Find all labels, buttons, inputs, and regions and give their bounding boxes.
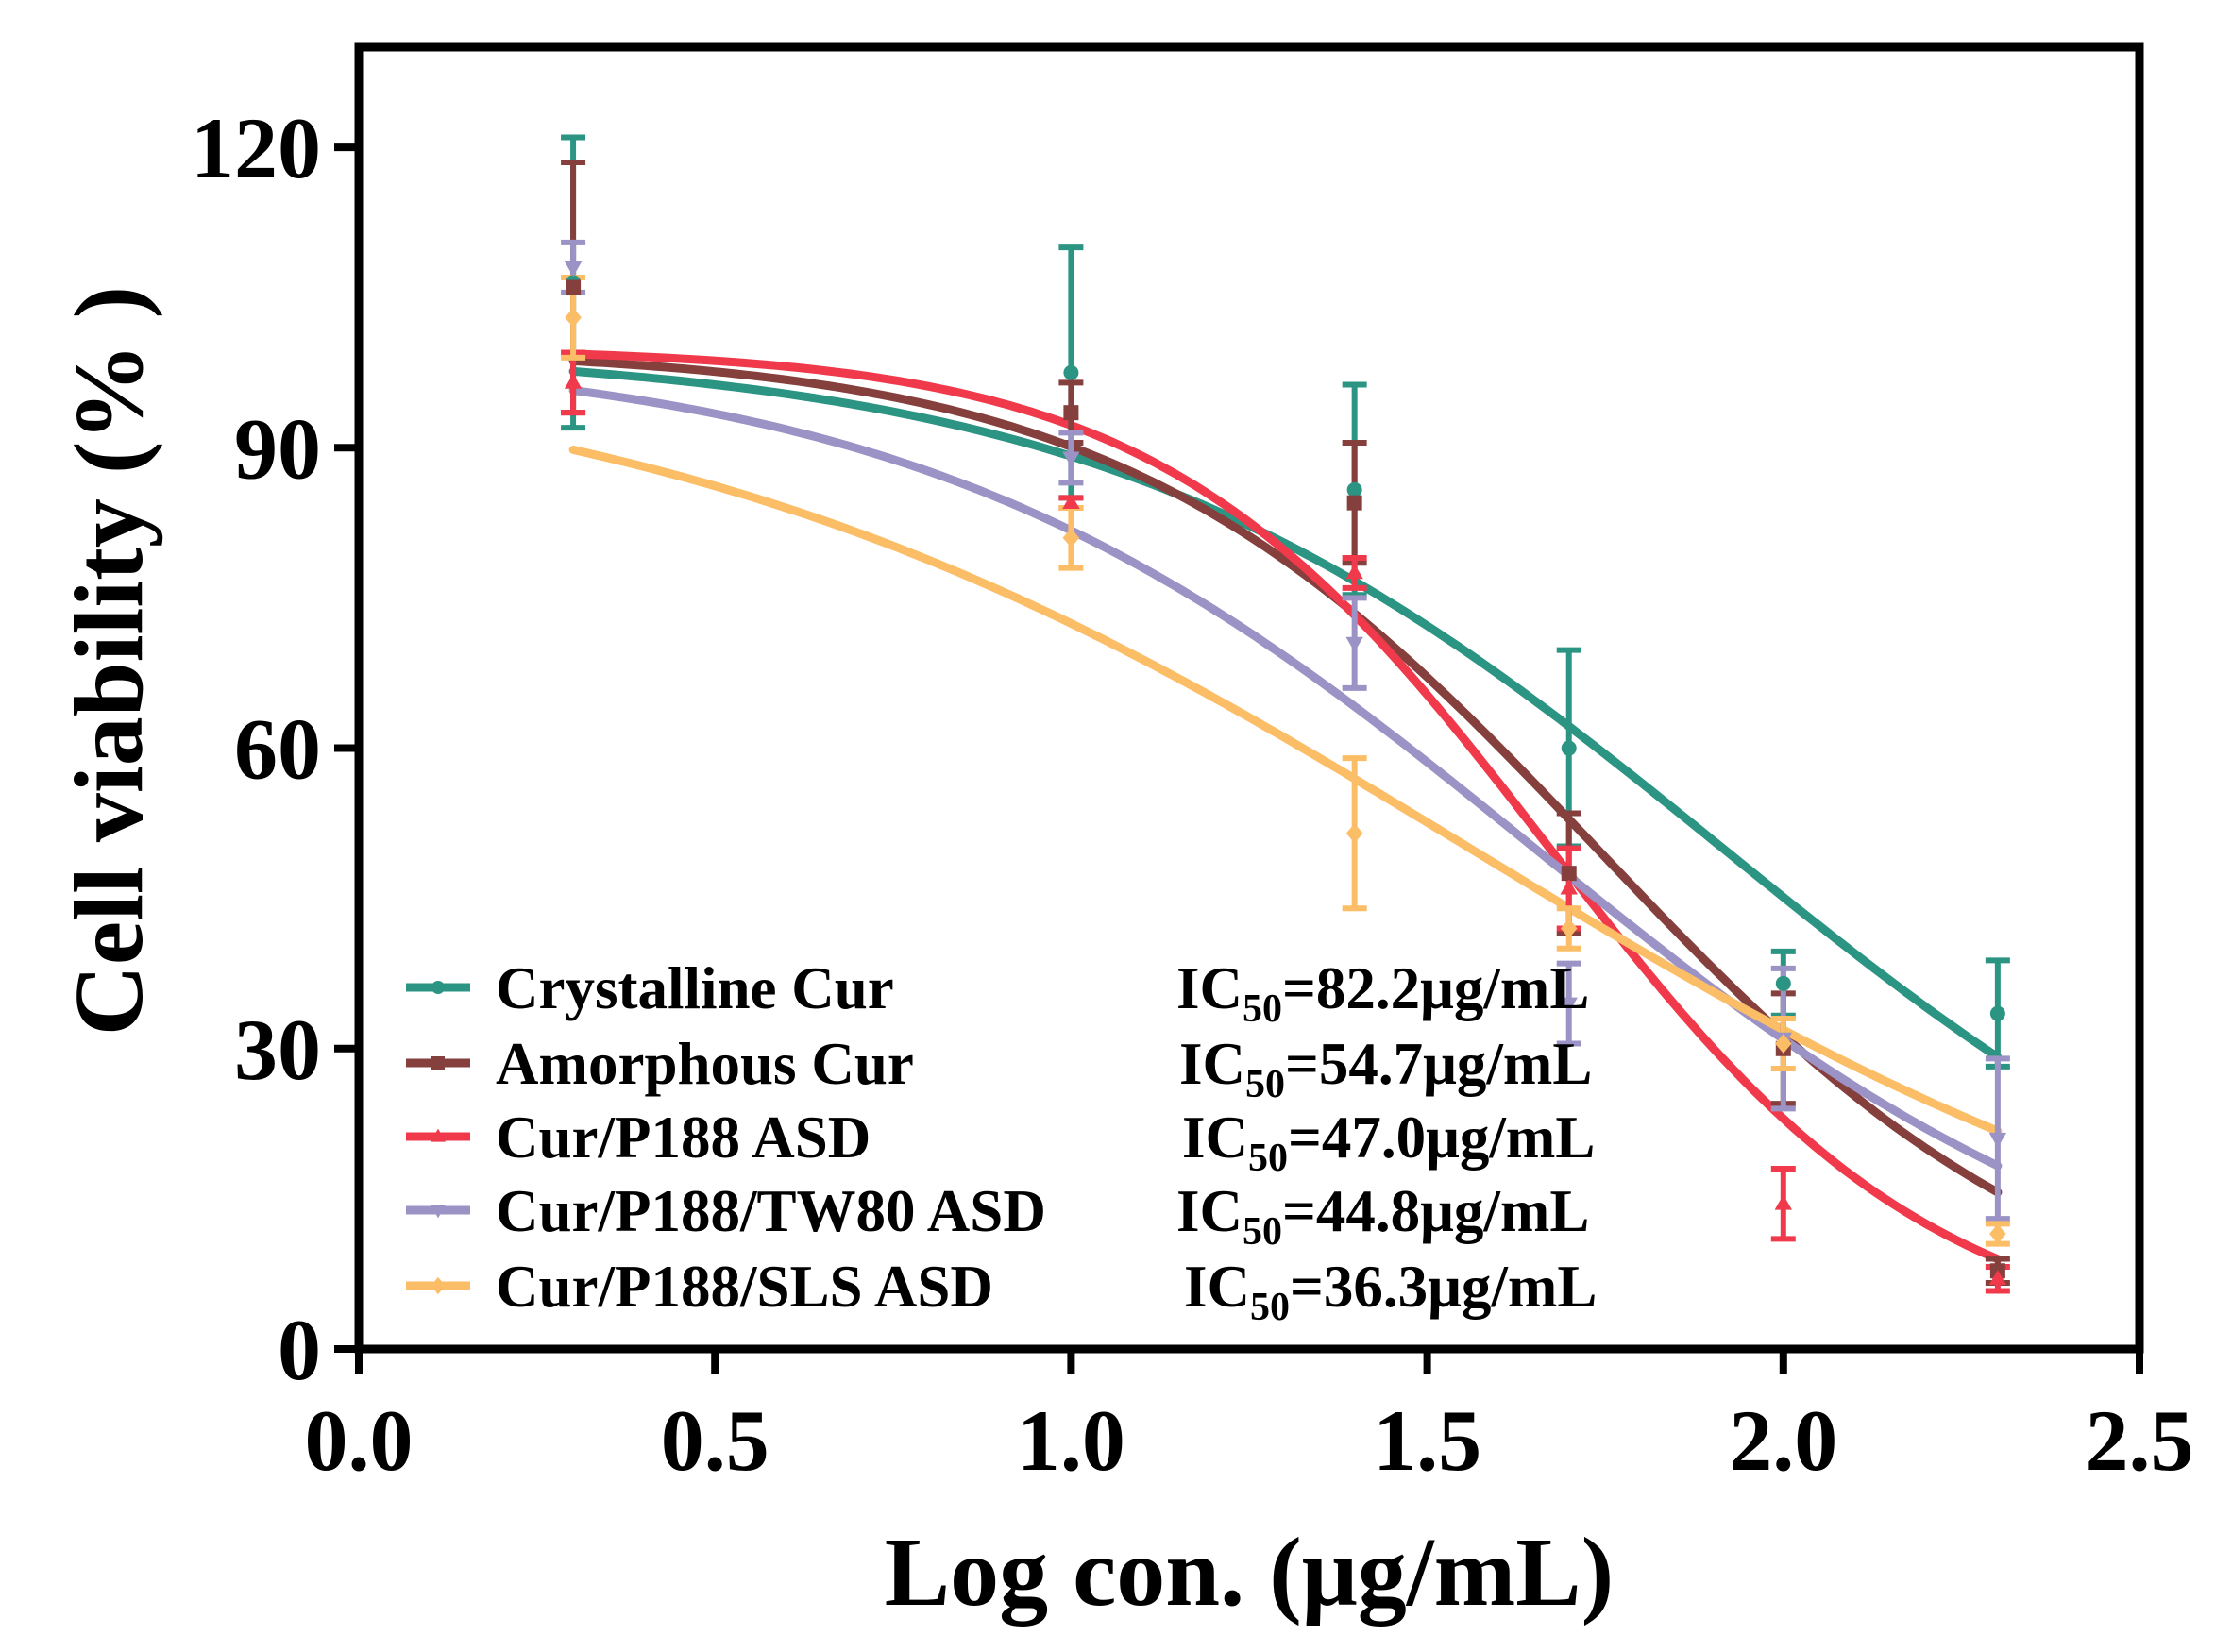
plot-frame: [354, 42, 2144, 1354]
fit-curve-series-2: [568, 349, 2003, 1264]
data-point: [1988, 1132, 2007, 1148]
legend-entry: Cur/P188/SLS ASD IC50=36.3μg/mL: [406, 1254, 1597, 1329]
data-point: [565, 308, 582, 328]
data-point: [1560, 997, 1578, 1013]
legend-marker: [431, 1276, 446, 1295]
ic50-subscript: 50: [1245, 1063, 1285, 1106]
legend-ic50: IC50=82.2μg/mL: [1176, 955, 1589, 1031]
ic50-prefix: IC: [1179, 1031, 1245, 1097]
legend-label: Amorphous Cur: [496, 1031, 914, 1097]
data-point: [1561, 866, 1577, 882]
legend-marker: [431, 1056, 445, 1070]
legend-entry: Cur/P188 ASD IC50=47.0μg/mL: [406, 1104, 1595, 1180]
legend-ic50: IC50=36.3μg/mL: [1184, 1254, 1597, 1329]
fit-curve-series-3: [568, 386, 2003, 1171]
legend-label: Crystalline Cur: [496, 955, 894, 1021]
y-axis: 0 30 60 90 120: [191, 100, 359, 1398]
data-point: [564, 261, 583, 277]
data-point: [1346, 481, 1362, 497]
data-point: [1988, 1270, 2007, 1286]
y-tick-label: 0: [278, 1302, 321, 1398]
legend-entry: Crystalline Cur IC50=82.2μg/mL: [406, 955, 1589, 1031]
ic50-subscript: 50: [1243, 987, 1282, 1031]
legend-label: Cur/P188/SLS ASD: [496, 1254, 993, 1320]
data-point: [1345, 564, 1363, 580]
data-point: [1063, 364, 1079, 380]
x-tick-label: 2.5: [2086, 1392, 2194, 1489]
x-tick-label: 2.0: [1729, 1392, 1837, 1489]
y-tick-label: 60: [234, 701, 321, 798]
data-point: [1345, 823, 1363, 844]
y-tick-label: 120: [191, 100, 321, 196]
legend-entry: Cur/P188/TW80 ASD IC50=44.8μg/mL: [406, 1178, 1589, 1254]
x-tick-label: 1.5: [1373, 1392, 1481, 1489]
data-point: [1774, 1194, 1792, 1210]
x-axis-title: Log con. (μg/mL): [885, 1518, 1614, 1627]
fit-curve-series-4: [568, 446, 2003, 1136]
data-point: [1062, 494, 1080, 510]
ic50-value: =44.8μg/mL: [1282, 1178, 1589, 1244]
legend-label: Cur/P188/TW80 ASD: [496, 1178, 1046, 1244]
ic50-subscript: 50: [1243, 1210, 1282, 1254]
data-point: [564, 373, 583, 389]
y-axis-title: Cell viability (% ): [55, 286, 163, 1036]
legend-ic50: IC50=47.0μg/mL: [1182, 1104, 1595, 1180]
data-point: [1063, 405, 1079, 421]
y-tick-label: 30: [234, 1002, 321, 1098]
ic50-prefix: IC: [1184, 1254, 1250, 1320]
data-point: [1561, 740, 1577, 756]
data-point: [1775, 975, 1791, 991]
legend-marker: [430, 1128, 447, 1142]
ic50-prefix: IC: [1176, 955, 1243, 1021]
x-axis: 0.0 0.5 1.0 1.5 2.0 2.5: [305, 1349, 2194, 1489]
ic50-subscript: 50: [1248, 1137, 1288, 1180]
data-point: [1775, 1034, 1792, 1054]
ic50-value: =82.2μg/mL: [1282, 955, 1589, 1021]
legend-ic50: IC50=54.7μg/mL: [1179, 1031, 1592, 1106]
y-tick-label: 90: [234, 400, 321, 497]
data-point: [1989, 1005, 2005, 1021]
x-tick-label: 0.0: [305, 1392, 414, 1489]
legend-label: Cur/P188 ASD: [496, 1104, 871, 1171]
fit-curve-series-0: [568, 366, 2003, 1062]
data-point: [1062, 528, 1080, 548]
data-point: [1346, 495, 1362, 511]
data-markers: [564, 261, 2007, 1286]
data-point: [1345, 636, 1363, 652]
ic50-value: =36.3μg/mL: [1290, 1254, 1597, 1320]
ic50-prefix: IC: [1182, 1104, 1248, 1171]
legend-marker: [431, 981, 445, 994]
legend-marker: [430, 1205, 447, 1219]
data-point: [1062, 451, 1080, 467]
x-tick-label: 1.0: [1017, 1392, 1125, 1489]
x-tick-label: 0.5: [661, 1392, 769, 1489]
ic50-value: =47.0μg/mL: [1288, 1104, 1595, 1171]
fit-curves: [568, 349, 2003, 1264]
legend-ic50: IC50=44.8μg/mL: [1176, 1178, 1589, 1254]
data-point: [566, 279, 582, 295]
legend-entry: Amorphous Cur IC50=54.7μg/mL: [406, 1031, 1592, 1106]
ic50-subscript: 50: [1250, 1286, 1290, 1329]
data-point: [1560, 919, 1578, 938]
data-point: [1560, 879, 1578, 895]
ic50-prefix: IC: [1176, 1178, 1243, 1244]
data-point: [1989, 1223, 2006, 1244]
ic50-value: =54.7μg/mL: [1285, 1031, 1592, 1097]
